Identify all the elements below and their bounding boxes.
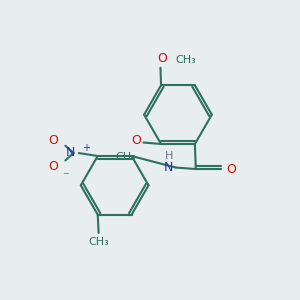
- Text: O: O: [226, 163, 236, 176]
- Text: O: O: [48, 134, 58, 147]
- Text: O: O: [157, 52, 167, 65]
- Text: ⁻: ⁻: [62, 170, 68, 183]
- Text: N: N: [164, 161, 173, 174]
- Text: O: O: [48, 160, 58, 172]
- Text: +: +: [82, 143, 90, 153]
- Text: CH₃: CH₃: [88, 237, 109, 247]
- Text: N: N: [66, 146, 75, 159]
- Text: CH₃: CH₃: [115, 152, 136, 162]
- Text: H: H: [165, 151, 173, 161]
- Text: O: O: [131, 134, 141, 147]
- Text: CH₃: CH₃: [176, 55, 196, 65]
